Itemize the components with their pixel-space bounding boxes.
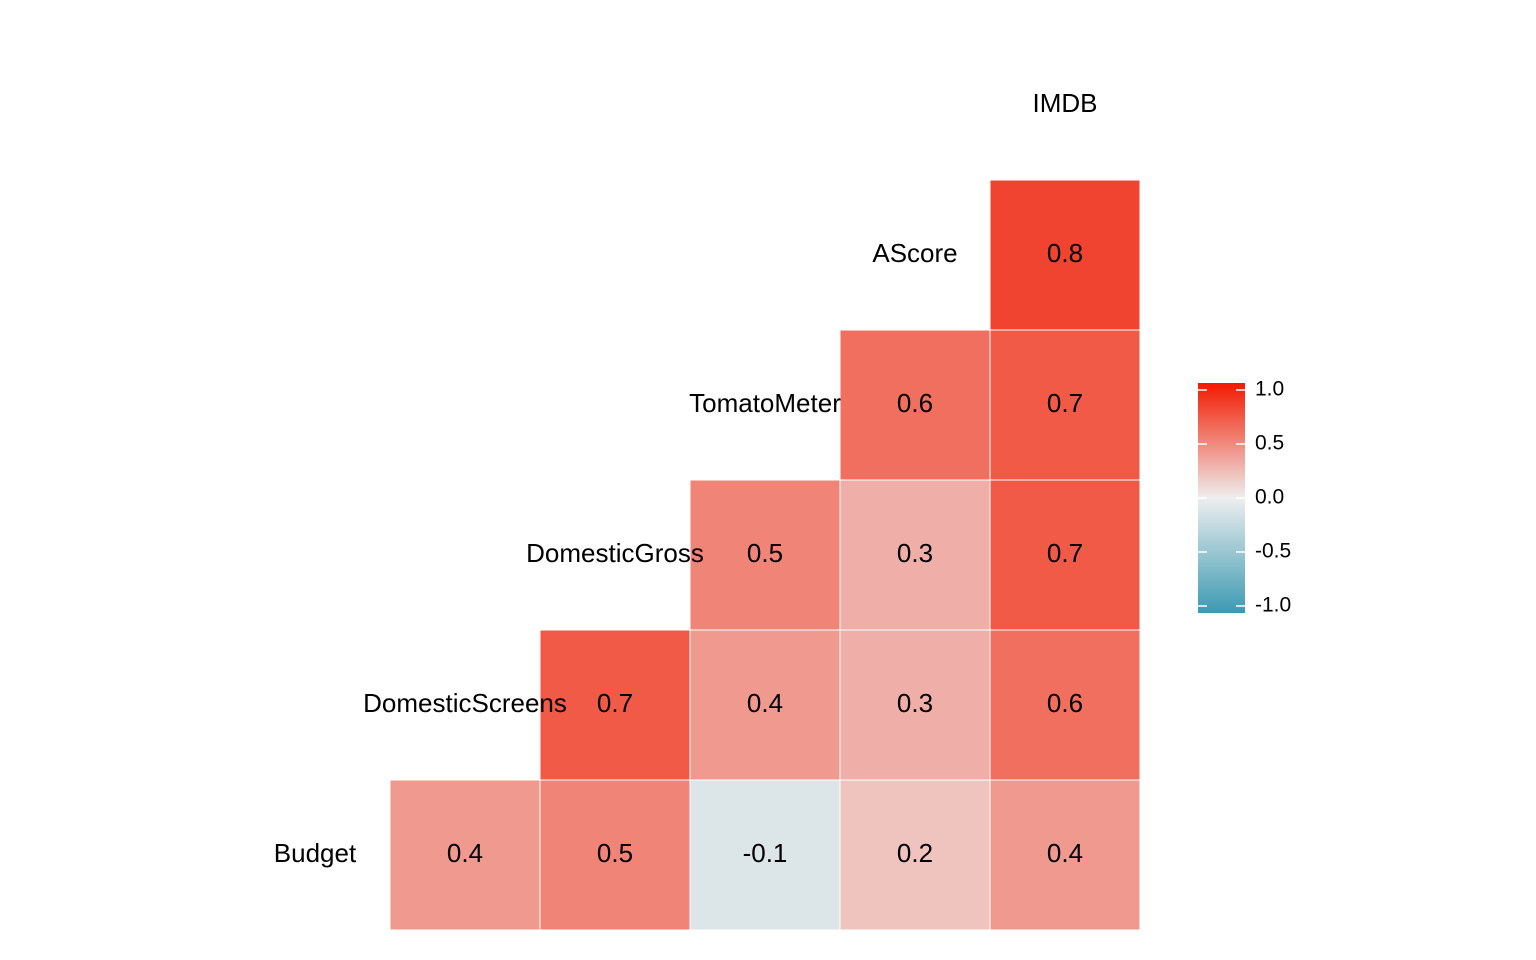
cell-label: 0.2	[897, 838, 933, 868]
cell-label: 0.7	[1047, 388, 1083, 418]
heatmap-cell	[839, 329, 991, 481]
heatmap-cell	[839, 629, 991, 781]
heatmap-cell	[839, 779, 991, 931]
heatmap-cell	[989, 629, 1141, 781]
cell-label: 0.5	[747, 538, 783, 568]
colorbar-tick-label: 1.0	[1255, 378, 1284, 401]
cell-label: -0.1	[743, 838, 788, 868]
variable-label: DomesticGross	[526, 538, 704, 568]
cell-label: 0.7	[597, 688, 633, 718]
cell-label: 0.3	[897, 688, 933, 718]
cell-label: 0.4	[447, 838, 483, 868]
variable-label: Budget	[274, 838, 357, 868]
cell-label: 0.3	[897, 538, 933, 568]
heatmap-cell	[389, 779, 541, 931]
variable-label: IMDB	[1033, 88, 1098, 118]
heatmap-cell	[989, 479, 1141, 631]
colorbar-tick-label: 0.5	[1255, 432, 1284, 455]
heatmap-cell	[539, 629, 691, 781]
variable-label: AScore	[872, 238, 957, 268]
cell-label: 0.6	[897, 388, 933, 418]
heatmap-cell	[989, 179, 1141, 331]
colorbar-tick-label: -0.5	[1255, 540, 1291, 563]
heatmap-cell	[989, 779, 1141, 931]
cell-label: 0.4	[747, 688, 783, 718]
cell-label: 0.8	[1047, 238, 1083, 268]
heatmap-cell	[689, 629, 841, 781]
variable-label: DomesticScreens	[363, 688, 567, 718]
cell-label: 0.6	[1047, 688, 1083, 718]
heatmap-cell	[689, 479, 841, 631]
colorbar-tick-label: 0.0	[1255, 486, 1284, 509]
cell-label: 0.7	[1047, 538, 1083, 568]
cell-label: 0.5	[597, 838, 633, 868]
heatmap-cell	[539, 779, 691, 931]
variable-label: TomatoMeter	[689, 388, 841, 418]
cell-label: 0.4	[1047, 838, 1083, 868]
colorbar-tick-label: -1.0	[1255, 594, 1291, 617]
